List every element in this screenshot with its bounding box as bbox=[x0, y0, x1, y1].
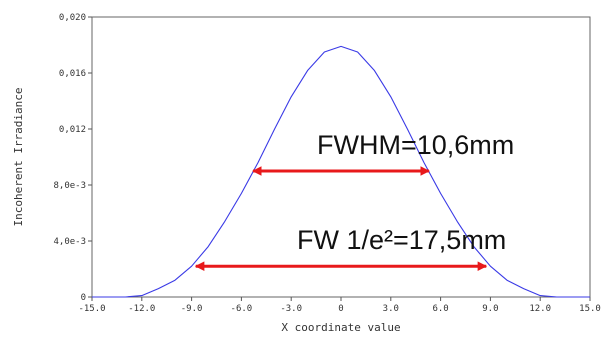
x-axis-ticks: -15.0 -12.0 -9.0 -6.0 -3.0 0 3.0 6.0 9.0 12.0 15.0 bbox=[78, 297, 601, 314]
y-axis-title: Incoherent Irradiance bbox=[12, 87, 25, 226]
x-tick-label: 12.0 bbox=[529, 304, 551, 314]
x-tick-label: -9.0 bbox=[181, 304, 203, 314]
y-axis-ticks: 0 4,0e-3 8,0e-3 0,012 0,016 0,020 bbox=[53, 13, 92, 303]
y-tick-label: 0,016 bbox=[59, 69, 86, 79]
annotation-label: FWHM=10,6mm bbox=[317, 130, 514, 160]
y-tick-label: 0,020 bbox=[59, 13, 86, 23]
annotation-label: FW 1/e²=17,5mm bbox=[297, 225, 506, 255]
x-tick-label: -15.0 bbox=[78, 304, 105, 314]
x-tick-label: -6.0 bbox=[231, 304, 253, 314]
annotation-layer: FWHM=10,6mm FW 1/e²=17,5mm bbox=[194, 130, 514, 272]
x-tick-label: -12.0 bbox=[128, 304, 155, 314]
y-tick-label: 0,012 bbox=[59, 125, 86, 135]
y-tick-label: 4,0e-3 bbox=[53, 237, 86, 247]
x-tick-label: 9.0 bbox=[482, 304, 498, 314]
y-tick-label: 8,0e-3 bbox=[53, 181, 86, 191]
x-tick-label: 6.0 bbox=[432, 304, 448, 314]
x-tick-label: 3.0 bbox=[383, 304, 399, 314]
x-tick-label: 0 bbox=[338, 304, 343, 314]
y-tick-label: 0 bbox=[81, 293, 86, 303]
series-layer bbox=[92, 45, 590, 298]
x-tick-label: -3.0 bbox=[280, 304, 302, 314]
x-axis-title: X coordinate value bbox=[281, 321, 400, 334]
series-line bbox=[92, 45, 590, 298]
x-tick-label: 15.0 bbox=[579, 304, 601, 314]
